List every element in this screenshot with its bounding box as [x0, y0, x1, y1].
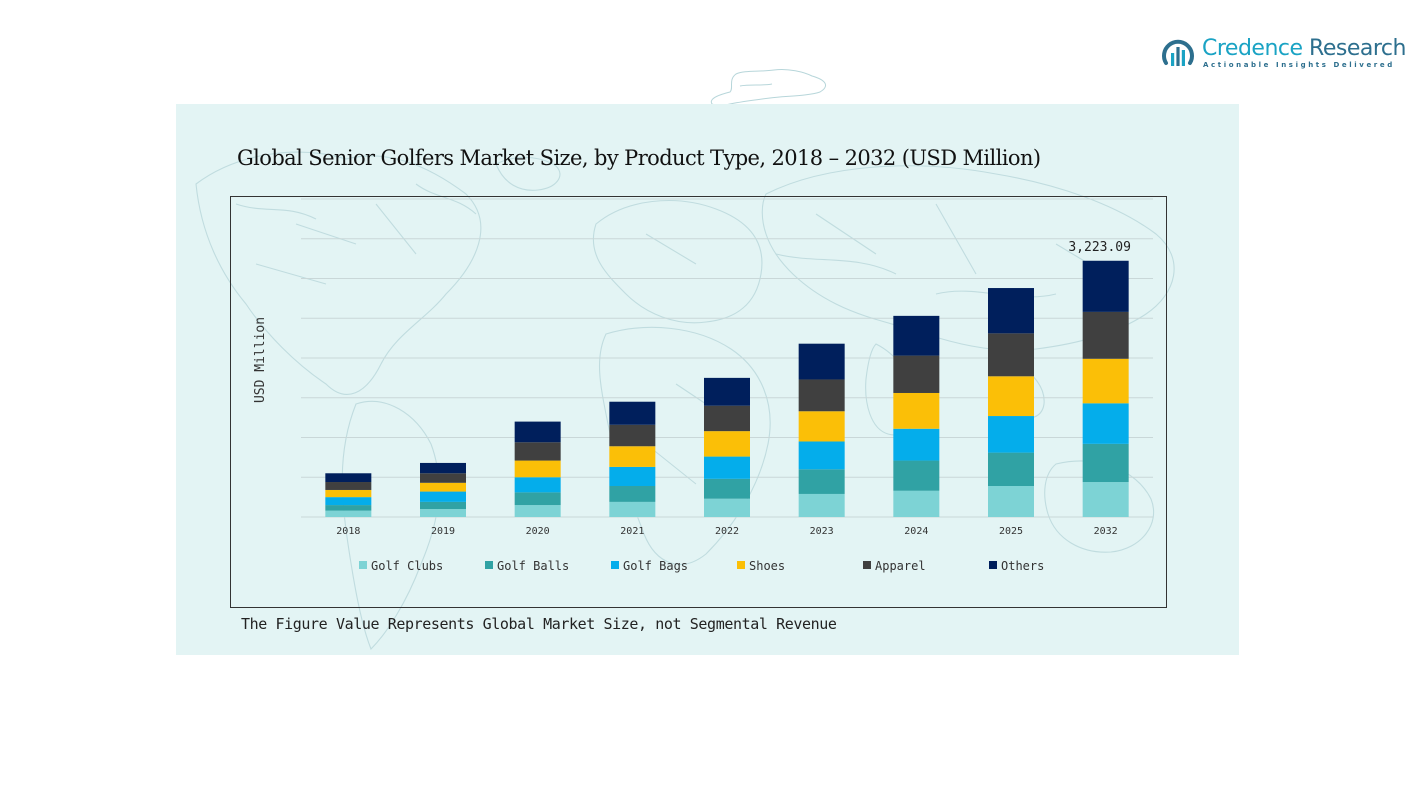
data-label: 3,223.09: [1068, 240, 1131, 255]
bar-segment: [1082, 260, 1129, 312]
bar-segment: [798, 441, 845, 470]
logo-name-part1: Credence: [1202, 36, 1303, 61]
bar-segment: [798, 469, 845, 494]
legend-label: Shoes: [749, 559, 785, 573]
bar-segment: [609, 485, 656, 502]
bar-segment: [325, 489, 372, 498]
logo-name: Credence Research: [1202, 36, 1406, 61]
bar-segment: [609, 466, 656, 486]
x-tick-label: 2018: [336, 526, 360, 537]
legend-swatch: [737, 561, 745, 569]
bar-segment: [704, 456, 750, 479]
bar-segment: [514, 421, 561, 443]
x-tick-label: 2025: [999, 526, 1023, 537]
bar-segment: [1082, 482, 1129, 517]
bar-segment: [1082, 403, 1129, 444]
bar-segment: [798, 411, 845, 442]
legend-label: Golf Clubs: [371, 559, 443, 573]
bar-segment: [704, 431, 750, 457]
x-tick-label: 2032: [1094, 526, 1118, 537]
bars: [325, 260, 1129, 517]
bar-segment: [420, 482, 466, 492]
chart-title: Global Senior Golfers Market Size, by Pr…: [237, 146, 1041, 170]
bar-segment: [420, 462, 466, 474]
legend-swatch: [611, 561, 619, 569]
bar-segment: [420, 491, 466, 502]
x-tick-label: 2022: [715, 526, 739, 537]
bar-segment: [798, 343, 845, 380]
decorative-map-outline-icon: [710, 69, 827, 106]
x-tick-label: 2023: [810, 526, 834, 537]
bar-segment: [798, 493, 845, 517]
credence-research-logo: Credence Research Actionable Insights De…: [1160, 34, 1406, 78]
stacked-bar-chart: 2018 2019 2020 2021 2022 2023 2024 2025 2032 3,2…: [253, 198, 1153, 573]
x-axis-ticks: 2018 2019 2020 2021 2022 2023 2024 2025 2032: [336, 526, 1117, 537]
bar-segment: [1082, 443, 1129, 483]
legend-label: Golf Bags: [623, 559, 688, 573]
annotations: 3,223.09: [1068, 240, 1131, 255]
bar-segment: [514, 477, 561, 493]
bar-segment: [514, 492, 561, 506]
bar-segment: [325, 510, 372, 517]
bar-segment: [893, 490, 940, 517]
bar-segment: [893, 392, 940, 429]
bar-segment: [325, 482, 372, 490]
bar-segment: [704, 498, 750, 517]
logo-tagline: Actionable Insights Delivered: [1203, 61, 1395, 69]
bar-segment: [514, 460, 561, 478]
bar-segment: [420, 473, 466, 483]
bar-segment: [704, 478, 750, 499]
legend-label: Apparel: [875, 559, 926, 573]
bar-segment: [893, 460, 940, 491]
bar-segment: [609, 446, 656, 467]
y-axis-label: USD Million: [253, 317, 268, 403]
bar-segment: [609, 401, 656, 425]
logo-mark-icon: [1162, 39, 1194, 66]
bar-segment: [704, 377, 750, 406]
legend-swatch: [359, 561, 367, 569]
bar-segment: [514, 505, 561, 517]
bar-segment: [420, 501, 466, 510]
legend-swatch: [863, 561, 871, 569]
bar-segment: [988, 485, 1034, 517]
bar-segment: [609, 501, 656, 517]
x-tick-label: 2024: [904, 526, 928, 537]
bar-segment: [704, 405, 750, 432]
bar-segment: [988, 333, 1034, 377]
bar-segment: [1082, 358, 1129, 404]
bar-segment: [893, 428, 940, 461]
bar-segment: [325, 473, 372, 483]
footnote: The Figure Value Represents Global Marke…: [241, 615, 837, 633]
bar-segment: [325, 505, 372, 511]
bar-segment: [893, 355, 940, 393]
legend-label: Golf Balls: [497, 559, 569, 573]
bar-segment: [988, 288, 1034, 334]
bar-segment: [514, 442, 561, 461]
bar-segment: [988, 452, 1034, 486]
bar-segment: [893, 315, 940, 356]
chart-panel: Global Senior Golfers Market Size, by Pr…: [176, 104, 1239, 655]
x-tick-label: 2020: [526, 526, 550, 537]
legend-swatch: [989, 561, 997, 569]
logo-name-part2: Research: [1309, 36, 1406, 61]
bar-segment: [1082, 311, 1129, 359]
legend-label: Others: [1001, 559, 1044, 573]
bar-segment: [420, 509, 466, 517]
bar-segment: [798, 379, 845, 412]
bar-segment: [988, 376, 1034, 417]
bar-segment: [609, 424, 656, 447]
x-tick-label: 2019: [431, 526, 455, 537]
x-tick-label: 2021: [620, 526, 644, 537]
bar-segment: [988, 416, 1034, 453]
bar-segment: [325, 497, 372, 506]
legend-swatch: [485, 561, 493, 569]
legend: Golf Clubs Golf Balls Golf Bags Shoes Appare…: [359, 559, 1044, 573]
chart-frame: 2018 2019 2020 2021 2022 2023 2024 2025 2032 3,2…: [230, 196, 1167, 608]
